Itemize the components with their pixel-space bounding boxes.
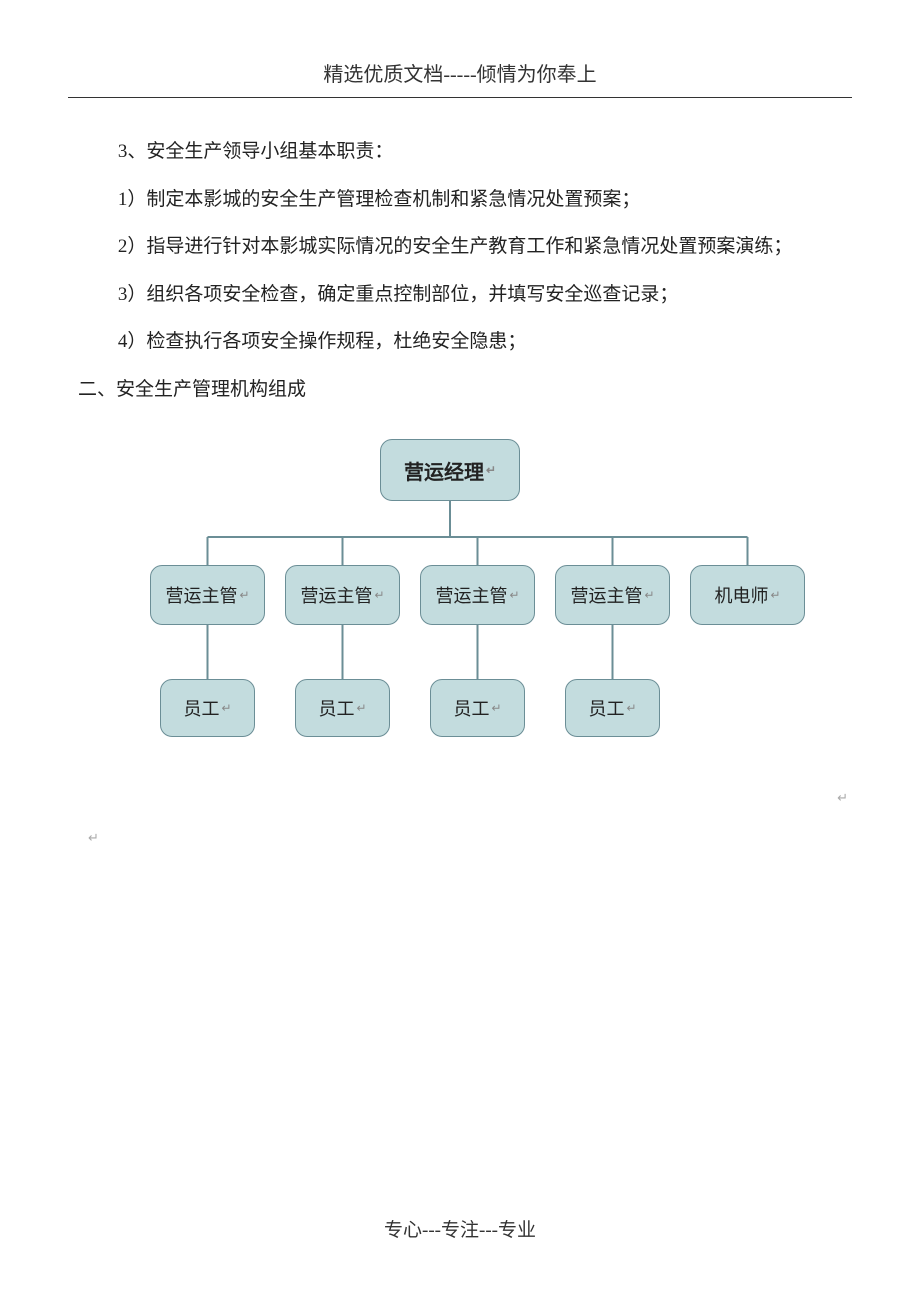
- para-3: 2）指导进行针对本影城实际情况的安全生产教育工作和紧急情况处置预案演练；: [78, 223, 842, 271]
- page-header: 精选优质文档-----倾情为你奉上: [0, 0, 920, 87]
- return-mark-1: ↵: [837, 790, 848, 806]
- return-icon: ↵: [374, 588, 384, 602]
- para-2: 1）制定本影城的安全生产管理检查机制和紧急情况处置预案；: [78, 176, 842, 224]
- node-e4: 员工↵: [565, 679, 660, 737]
- node-s1: 营运主管↵: [150, 565, 265, 625]
- node-label-s5: 机电师: [714, 582, 768, 608]
- node-s4: 营运主管↵: [555, 565, 670, 625]
- return-icon: ↵: [239, 588, 249, 602]
- para-1: 3、安全生产领导小组基本职责：: [78, 128, 842, 176]
- node-e2: 员工↵: [295, 679, 390, 737]
- node-e1: 员工↵: [160, 679, 255, 737]
- node-root: 营运经理↵: [380, 439, 520, 501]
- node-label-s4: 营运主管: [570, 582, 642, 608]
- return-icon: ↵: [509, 588, 519, 602]
- return-icon: ↵: [356, 701, 366, 715]
- node-label-s2: 营运主管: [300, 582, 372, 608]
- org-chart: 营运经理↵营运主管↵营运主管↵营运主管↵营运主管↵机电师↵员工↵员工↵员工↵员工…: [75, 439, 845, 759]
- node-label-e2: 员工: [318, 695, 354, 721]
- return-icon: ↵: [486, 463, 496, 477]
- node-s5: 机电师↵: [690, 565, 805, 625]
- node-e3: 员工↵: [430, 679, 525, 737]
- node-s2: 营运主管↵: [285, 565, 400, 625]
- return-icon: ↵: [644, 588, 654, 602]
- para-4: 3）组织各项安全检查，确定重点控制部位，并填写安全巡查记录；: [78, 271, 842, 319]
- return-icon: ↵: [626, 701, 636, 715]
- return-icon: ↵: [770, 588, 780, 602]
- return-icon: ↵: [221, 701, 231, 715]
- node-label-s1: 营运主管: [165, 582, 237, 608]
- return-icon: ↵: [491, 701, 501, 715]
- footer-text: 专心---专注---专业: [384, 1220, 536, 1241]
- node-label-root: 营运经理: [404, 456, 484, 485]
- node-label-e1: 员工: [183, 695, 219, 721]
- para-5: 4）检查执行各项安全操作规程，杜绝安全隐患；: [78, 318, 842, 366]
- body-text: 3、安全生产领导小组基本职责： 1）制定本影城的安全生产管理检查机制和紧急情况处…: [78, 128, 842, 413]
- header-text: 精选优质文档-----倾情为你奉上: [323, 64, 596, 86]
- header-rule: [68, 97, 852, 98]
- node-label-s3: 营运主管: [435, 582, 507, 608]
- node-label-e4: 员工: [588, 695, 624, 721]
- section-heading: 二、安全生产管理机构组成: [78, 366, 842, 414]
- return-mark-2: ↵: [88, 830, 99, 846]
- page-footer: 专心---专注---专业: [0, 1215, 920, 1242]
- node-label-e3: 员工: [453, 695, 489, 721]
- node-s3: 营运主管↵: [420, 565, 535, 625]
